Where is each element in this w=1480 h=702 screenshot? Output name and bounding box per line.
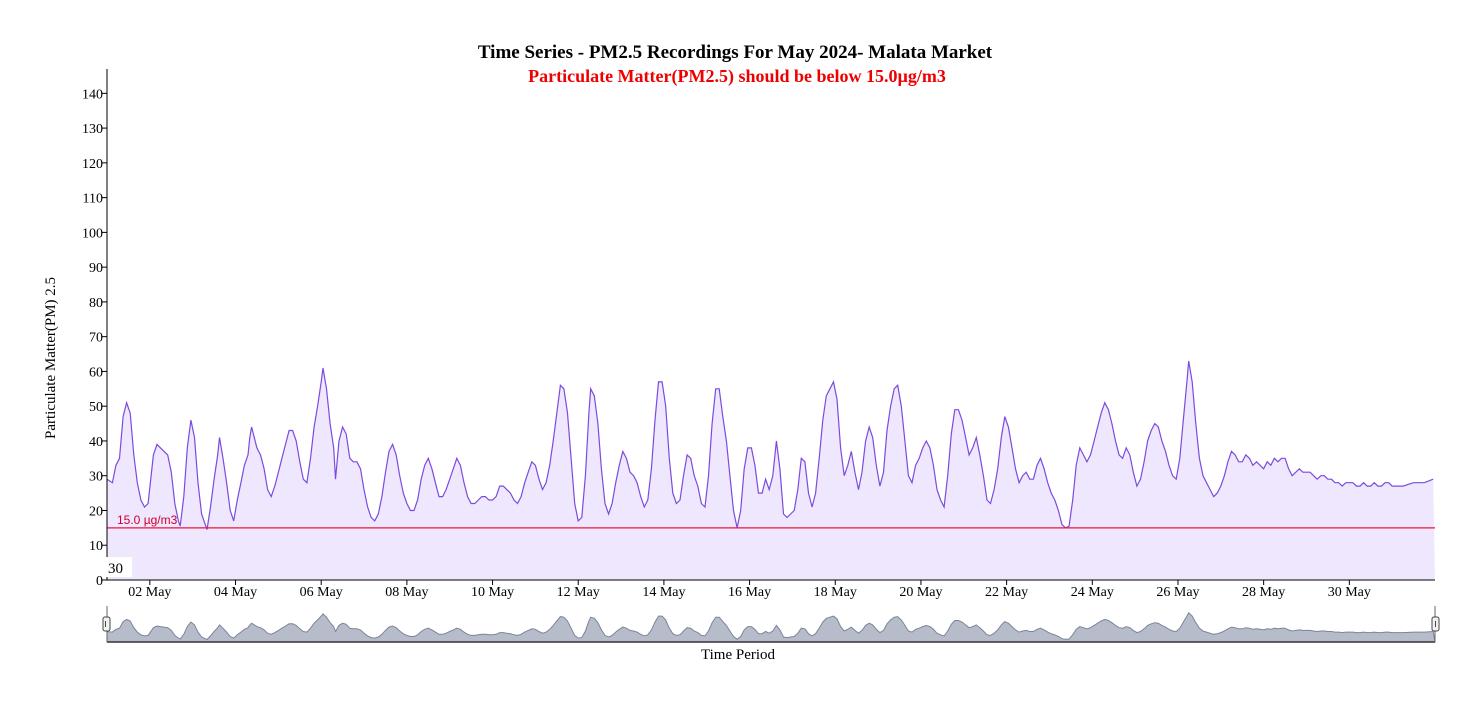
x-tick-label: 14 May xyxy=(642,585,685,600)
x-axis-label: Time Period xyxy=(701,647,776,663)
x-tick-label: 26 May xyxy=(1156,585,1199,600)
x-tick-label: 18 May xyxy=(814,585,857,600)
x-tick-label: 08 May xyxy=(385,585,428,600)
y-tick-label: 0 xyxy=(96,574,103,589)
y-tick-label: 20 xyxy=(89,504,103,519)
y-tick-label: 130 xyxy=(82,122,103,137)
navigator-mini-area xyxy=(106,611,1436,643)
y-tick-label: 140 xyxy=(82,87,103,102)
y-tick-label: 90 xyxy=(89,261,103,276)
y-tick-label: 40 xyxy=(89,435,103,450)
range-navigator[interactable] xyxy=(102,606,1440,643)
y-axis-label: Particulate Matter(PM) 2.5 xyxy=(43,277,59,439)
plot-area[interactable]: 15.0 µg/m3 xyxy=(106,360,1435,580)
x-tick-label: 12 May xyxy=(557,585,600,600)
left-handle-grip[interactable] xyxy=(102,616,111,632)
x-tick-label: 28 May xyxy=(1242,585,1285,600)
y-tick-label: 100 xyxy=(82,226,103,241)
x-tick-label: 16 May xyxy=(728,585,771,600)
x-tick-label: 10 May xyxy=(471,585,514,600)
x-axis: 02 May 04 May 06 May 08 May 10 May 12 May 14 M… xyxy=(107,579,1435,600)
chart-subtitle: Particulate Matter(PM2.5) should be belo… xyxy=(528,66,946,87)
y-tick-label: 30 xyxy=(89,470,103,485)
navigator-left-handle[interactable] xyxy=(102,616,111,632)
threshold-label: 15.0 µg/m3 xyxy=(117,513,178,527)
navigator-right-handle[interactable] xyxy=(1431,616,1440,632)
x-tick-label: 22 May xyxy=(985,585,1028,600)
x-tick-label: 30 May xyxy=(1328,585,1371,600)
y-tick-label: 60 xyxy=(89,365,103,380)
x-tick-label: 02 May xyxy=(128,585,171,600)
pm25-series-line xyxy=(106,360,1434,530)
y-axis: 0 10 20 30 40 50 60 70 80 90 100 110 120 130 140 xyxy=(82,69,108,589)
y-tick-label: 80 xyxy=(89,296,103,311)
y-tick-label: 110 xyxy=(83,192,103,207)
x-tick-label: 20 May xyxy=(899,585,942,600)
y-tick-label: 70 xyxy=(89,331,103,346)
pm25-area-fill xyxy=(107,361,1435,580)
y-tick-label: 50 xyxy=(89,400,103,415)
corner-value: 30 xyxy=(108,561,123,577)
x-tick-label: 06 May xyxy=(300,585,343,600)
x-tick-label: 24 May xyxy=(1071,585,1114,600)
y-tick-label: 10 xyxy=(89,539,103,554)
corner-value-background xyxy=(106,557,132,577)
chart-title: Time Series - PM2.5 Recordings For May 2… xyxy=(478,42,993,63)
x-tick-label: 04 May xyxy=(214,585,257,600)
corner-value-box: 30 xyxy=(106,557,132,577)
y-tick-label: 120 xyxy=(82,157,103,172)
